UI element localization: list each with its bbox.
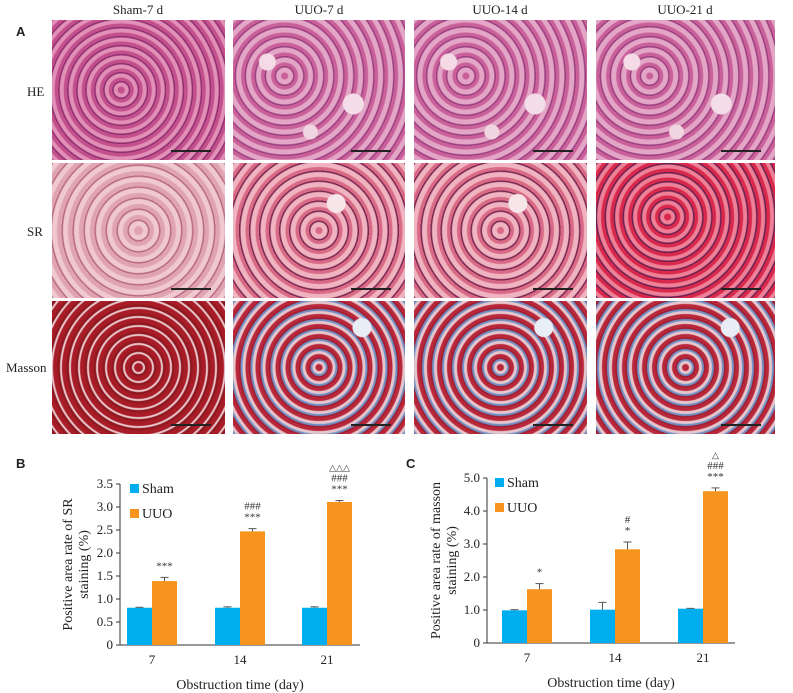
y-tick-label: 0: [474, 635, 481, 650]
micrograph-masson-sham-7d: [52, 301, 225, 434]
x-tick-label: 14: [609, 650, 623, 665]
x-tick-label: 21: [697, 650, 710, 665]
legend-swatch-sham: [130, 484, 139, 493]
y-tick-label: 2.0: [97, 545, 113, 560]
micrograph-sr-uuo-21d: [596, 163, 775, 298]
column-header: UUO-14 d: [472, 2, 528, 17]
y-tick-label: 4.0: [464, 503, 480, 518]
significance-mark: ###: [707, 460, 724, 472]
bar-uuo: [527, 589, 552, 643]
y-tick-label: 0: [107, 637, 114, 652]
legend-label: UUO: [142, 507, 172, 522]
bar-uuo: [152, 581, 177, 645]
micrograph-he-uuo-7d: [233, 20, 405, 160]
legend-label: Sham: [142, 482, 174, 497]
bar-sham: [215, 607, 240, 645]
y-tick-label: 2.5: [97, 522, 113, 537]
bar-sham: [502, 610, 527, 643]
micrograph-masson-uuo-7d: [233, 301, 405, 434]
micrograph-masson-uuo-14d: [414, 301, 587, 434]
bar-sham: [127, 607, 152, 645]
micrograph-sr-sham-7d: [52, 163, 225, 298]
x-tick-label: 14: [234, 652, 248, 667]
x-tick-label: 21: [321, 652, 334, 667]
row-header: SR: [27, 224, 43, 239]
y-tick-label: 1.5: [97, 568, 113, 583]
micrograph-sr-uuo-14d: [414, 163, 587, 298]
significance-mark: *: [537, 567, 543, 579]
significance-mark: ***: [244, 512, 261, 524]
y-tick-label: 5.0: [464, 470, 480, 485]
significance-mark: ###: [331, 473, 348, 485]
bar-uuo: [703, 491, 728, 643]
bar-uuo: [327, 501, 352, 645]
legend-swatch-uuo: [495, 503, 504, 512]
y-axis-title: Positive area rate of masson: [429, 482, 444, 639]
significance-mark: ***: [156, 560, 173, 572]
x-axis-title: Obstruction time (day): [547, 676, 675, 691]
y-tick-label: 3.5: [97, 476, 113, 491]
bar-sham: [302, 607, 327, 645]
bar-sham: [678, 608, 703, 643]
significance-mark: △△△: [329, 463, 350, 473]
row-header: HE: [27, 84, 45, 99]
y-tick-label: 0.5: [97, 614, 113, 629]
y-tick-label: 1.0: [97, 591, 113, 606]
significance-mark: ###: [244, 501, 261, 513]
y-axis-title: staining (%): [445, 526, 460, 595]
y-tick-label: 2.0: [464, 569, 480, 584]
micrograph-masson-uuo-21d: [596, 301, 775, 434]
x-tick-label: 7: [524, 650, 531, 665]
significance-mark: △: [712, 450, 719, 460]
micrograph-he-sham-7d: [52, 20, 225, 160]
panel-a-label: A: [16, 24, 26, 39]
y-tick-label: 3.0: [464, 536, 480, 551]
significance-mark: ***: [707, 471, 724, 483]
x-tick-label: 7: [149, 652, 156, 667]
y-axis-title: staining (%): [77, 530, 92, 599]
legend-swatch-sham: [495, 478, 504, 487]
bar-uuo: [615, 549, 640, 643]
bar-sham: [590, 609, 615, 643]
y-axis-title: Positive area rate of SR: [61, 498, 76, 631]
legend-label: Sham: [507, 476, 539, 491]
micrograph-sr-uuo-7d: [233, 163, 405, 298]
row-header: Masson: [6, 360, 47, 375]
bar-uuo: [240, 531, 265, 645]
micrograph-he-uuo-21d: [596, 20, 775, 160]
micrograph-he-uuo-14d: [414, 20, 587, 160]
y-tick-label: 1.0: [464, 602, 480, 617]
x-axis-title: Obstruction time (day): [176, 678, 304, 693]
significance-mark: *: [625, 525, 631, 537]
column-header: UUO-21 d: [657, 2, 713, 17]
significance-mark: ***: [331, 484, 348, 496]
significance-mark: #: [625, 514, 631, 526]
panel-b-label: B: [16, 456, 26, 471]
column-header: UUO-7 d: [294, 2, 344, 17]
panel-c-label: C: [406, 456, 416, 471]
column-header: Sham-7 d: [112, 2, 164, 17]
legend-label: UUO: [507, 501, 537, 516]
y-tick-label: 3.0: [97, 499, 113, 514]
legend-swatch-uuo: [130, 509, 139, 518]
